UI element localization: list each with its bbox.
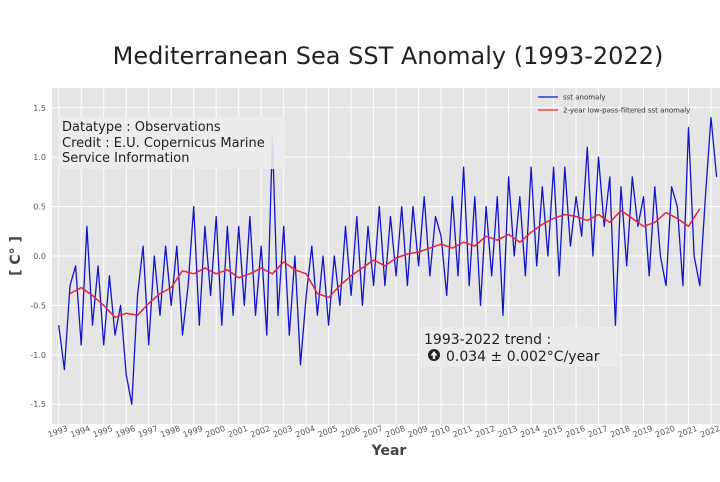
- y-tick-label: 0.5: [33, 203, 46, 212]
- x-tick-label: 2021: [677, 424, 699, 439]
- legend-label-sst: sst anomaly: [563, 94, 605, 102]
- series-line-sst-anomaly: [58, 116, 718, 405]
- x-tick-label: 2002: [249, 424, 271, 439]
- x-tick-label: 2016: [564, 424, 586, 439]
- info-line-3: Service Information: [62, 151, 189, 166]
- chart-title: Mediterranean Sea SST Anomaly (1993-2022…: [113, 42, 664, 70]
- x-tick-label: 2014: [519, 424, 541, 439]
- x-tick-label: 2017: [587, 424, 609, 439]
- y-tick-label: -0.5: [30, 301, 46, 310]
- x-tick-label: 1999: [182, 424, 204, 439]
- x-tick-label: 2004: [294, 424, 316, 439]
- info-box: [58, 117, 284, 169]
- x-tick-label: 1997: [137, 424, 159, 439]
- x-tick-label: 2012: [474, 424, 496, 439]
- trend-box: [419, 327, 619, 367]
- series-layer: [58, 116, 718, 405]
- y-tick-label: -1.0: [30, 351, 46, 360]
- y-tick-label: 0.0: [33, 252, 46, 261]
- y-tick-labels: -1.5 -1.0 -0.5 0.0 0.5 1.0 1.5: [30, 104, 46, 409]
- x-tick-labels: 1993 1994 1995 1996 1997 1998 1999 2000 2001 2002…: [47, 424, 720, 439]
- x-tick-label: 2001: [227, 424, 249, 439]
- x-tick-label: 2013: [497, 424, 519, 439]
- x-tick-label: 1996: [114, 424, 136, 439]
- x-tick-label: 2011: [452, 424, 474, 439]
- x-tick-label: 2008: [384, 424, 406, 439]
- x-tick-label: 2007: [362, 424, 384, 439]
- x-tick-label: 2005: [317, 424, 339, 439]
- arrow-up-glyph: [430, 351, 438, 359]
- legend: sst anomaly 2-year low-pass-filtered sst…: [538, 94, 690, 115]
- legend-label-filtered: 2-year low-pass-filtered sst anomaly: [563, 107, 690, 115]
- series-line-filtered: [69, 208, 701, 319]
- info-line-1: Datatype : Observations: [62, 120, 221, 135]
- x-tick-label: 2015: [542, 424, 564, 439]
- x-tick-label: 2020: [654, 424, 676, 439]
- x-tick-label: 2000: [204, 424, 226, 439]
- x-tick-label: 2010: [429, 424, 451, 439]
- x-tick-label: 2006: [339, 424, 361, 439]
- x-tick-label: 1993: [47, 424, 69, 439]
- x-tick-label: 2003: [272, 424, 294, 439]
- x-tick-label: 2019: [632, 424, 654, 439]
- trend-line-2: 0.034 ± 0.002°C/year: [446, 349, 600, 365]
- x-tick-label: 1995: [92, 424, 114, 439]
- x-tick-label: 2022: [699, 424, 720, 439]
- trend-line-1: 1993-2022 trend :: [424, 332, 551, 348]
- x-tick-label: 2009: [407, 424, 429, 439]
- info-line-2: Credit : E.U. Copernicus Marine: [62, 136, 265, 151]
- x-tick-label: 1998: [159, 424, 181, 439]
- y-tick-label: 1.5: [33, 104, 46, 113]
- y-axis-label: [ C° ]: [8, 236, 24, 276]
- y-tick-label: -1.5: [30, 400, 46, 409]
- x-tick-label: 1994: [69, 424, 91, 439]
- x-tick-label: 2018: [609, 424, 631, 439]
- x-axis-label: Year: [371, 443, 407, 459]
- y-tick-label: 1.0: [33, 153, 46, 162]
